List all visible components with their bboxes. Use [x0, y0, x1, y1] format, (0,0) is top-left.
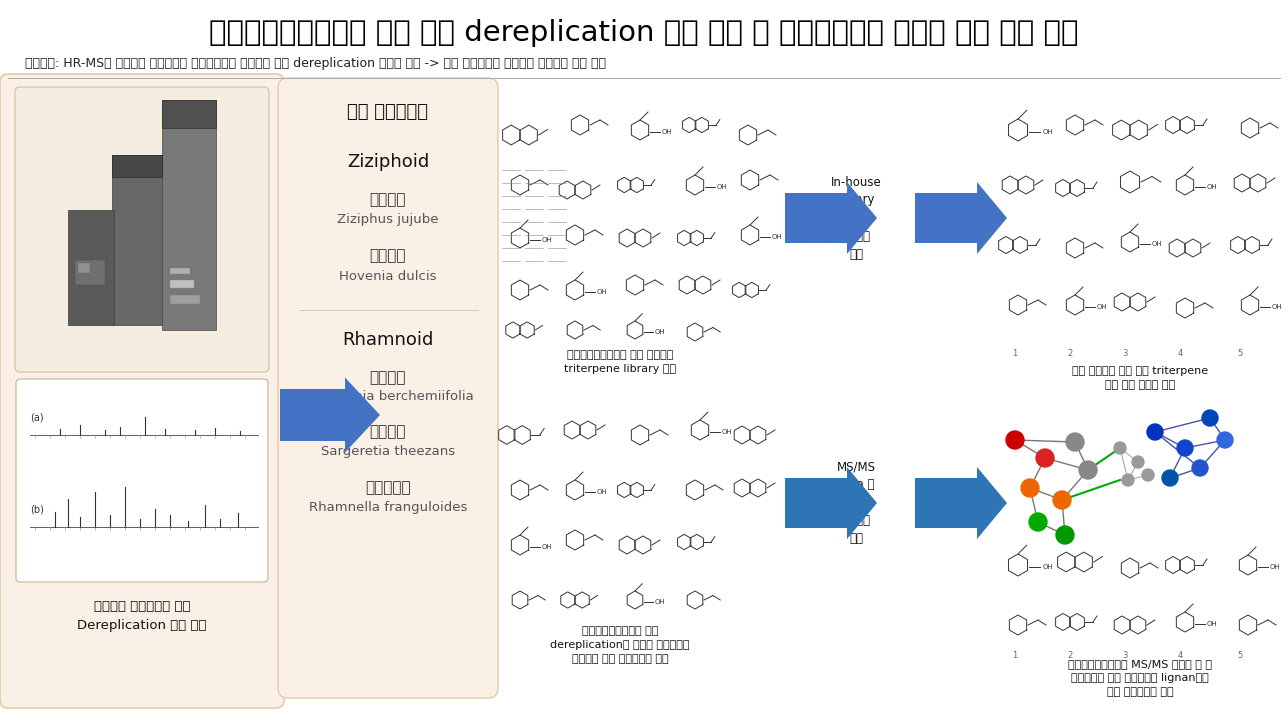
Text: OH: OH [1042, 565, 1052, 570]
Text: OH: OH [654, 329, 666, 335]
Text: OH: OH [717, 184, 728, 190]
Circle shape [1142, 469, 1154, 481]
Text: 2: 2 [1068, 650, 1073, 660]
FancyBboxPatch shape [15, 87, 269, 372]
Text: Hovenia dulcis: Hovenia dulcis [339, 270, 437, 283]
Text: MS/MS
data 및
분자
네트워크
적용: MS/MS data 및 분자 네트워크 적용 [836, 461, 876, 546]
Bar [79, 263, 90, 273]
Circle shape [1054, 491, 1072, 509]
Bar [112, 155, 162, 177]
Text: OH: OH [542, 544, 553, 550]
FancyArrow shape [784, 182, 877, 254]
Text: 고해상도질량분석기 기반 대추나무
triterpene library 구축: 고해상도질량분석기 기반 대추나무 triterpene library 구축 [564, 350, 676, 374]
Text: OH: OH [1151, 241, 1163, 247]
Circle shape [1029, 513, 1047, 531]
Circle shape [1079, 461, 1097, 479]
Text: 고해상도질량분석기 기반 첨단 dereplication 기법 확립 및 유망자원식물 탐색을 위한 적용 연구: 고해상도질량분석기 기반 첨단 dereplication 기법 확립 및 유망… [209, 19, 1079, 47]
Text: Berchemia berchemiifolia: Berchemia berchemiifolia [303, 391, 474, 404]
Text: 망개나무: 망개나무 [370, 371, 406, 386]
Circle shape [1191, 460, 1208, 476]
Bar [170, 295, 200, 304]
Text: OH: OH [1097, 304, 1108, 310]
Text: Ziziphoid: Ziziphoid [346, 153, 429, 171]
Text: 연구목표: HR-MS를 활용하여 자생식물의 이차대사체를 밝혀내는 첨단 dereplication 기법의 확립 -> 자생 갈매나무과 식물들을 대상으: 연구목표: HR-MS를 활용하여 자생식물의 이차대사체를 밝혀내는 첨단 d… [24, 56, 605, 69]
Bar [75, 260, 106, 285]
Text: 까마귀베개: 까마귀베개 [366, 480, 411, 495]
Text: Ziziphus jujube: Ziziphus jujube [337, 213, 439, 226]
Text: OH: OH [598, 489, 608, 495]
Circle shape [1122, 474, 1133, 486]
Text: 상동나무: 상동나무 [370, 425, 406, 440]
Text: 5: 5 [1238, 348, 1243, 358]
FancyArrow shape [914, 467, 1007, 539]
Text: In-house
library
활용
헛개나무
연구: In-house library 활용 헛개나무 연구 [831, 175, 881, 260]
Bar [162, 100, 216, 330]
Text: OH: OH [598, 289, 608, 295]
Text: OH: OH [1273, 304, 1283, 310]
Text: OH: OH [723, 429, 733, 435]
Bar [68, 210, 115, 325]
Circle shape [1066, 433, 1084, 451]
Text: Rhamnoid: Rhamnoid [343, 331, 434, 349]
Text: 자생 갈매나무과
식물에 적용: 자생 갈매나무과 식물에 적용 [295, 404, 341, 427]
Circle shape [1021, 479, 1039, 497]
Circle shape [1217, 432, 1233, 448]
Text: 4: 4 [1177, 650, 1182, 660]
Text: OH: OH [654, 599, 666, 605]
FancyArrow shape [784, 467, 877, 539]
Text: 고해상도 질량분석기 기반
Dereplication 기법 확립: 고해상도 질량분석기 기반 Dereplication 기법 확립 [77, 600, 207, 632]
Circle shape [1177, 440, 1193, 456]
Text: (a): (a) [30, 413, 44, 423]
Text: Rhamnella franguloides: Rhamnella franguloides [309, 502, 468, 515]
Bar [162, 100, 216, 128]
Circle shape [1162, 470, 1179, 486]
Text: OH: OH [1270, 564, 1280, 570]
Text: OH: OH [662, 129, 672, 135]
Text: OH: OH [772, 234, 783, 240]
Text: 4: 4 [1177, 348, 1182, 358]
Text: 3: 3 [1122, 650, 1128, 660]
Text: 5: 5 [1238, 650, 1243, 660]
FancyBboxPatch shape [15, 379, 268, 582]
Text: 대추나무: 대추나무 [370, 193, 406, 208]
FancyArrow shape [279, 378, 380, 453]
Text: 2: 2 [1068, 348, 1073, 358]
Circle shape [1148, 424, 1163, 440]
Bar [170, 280, 194, 288]
Text: 고해상도질량분석기 기반
dereplication을 활용한 망개나무의
색소성분 특이 이자대사체 확보: 고해상도질량분석기 기반 dereplication을 활용한 망개나무의 색소… [550, 626, 690, 664]
Bar [112, 155, 162, 325]
Text: Sargeretia theezans: Sargeretia theezans [321, 445, 455, 458]
Text: 자생 갈매나무과: 자생 갈매나무과 [348, 103, 429, 121]
Bar [170, 268, 191, 274]
FancyBboxPatch shape [0, 74, 283, 708]
Circle shape [1114, 442, 1126, 454]
Text: 1: 1 [1012, 650, 1018, 660]
Circle shape [1132, 456, 1144, 468]
Text: 1: 1 [1012, 348, 1018, 358]
Text: OH: OH [542, 237, 553, 243]
Circle shape [1036, 449, 1054, 467]
FancyArrow shape [914, 182, 1007, 254]
FancyBboxPatch shape [278, 78, 498, 698]
Text: OH: OH [1042, 129, 1052, 136]
Text: 기존 보고되지 않은 신규 triterpene
계열 이자 대사체 확보: 기존 보고되지 않은 신규 triterpene 계열 이자 대사체 확보 [1072, 366, 1208, 390]
Circle shape [1006, 431, 1024, 449]
Text: 헛개나무: 헛개나무 [370, 249, 406, 263]
Text: OH: OH [1207, 184, 1217, 190]
Text: OH: OH [1207, 621, 1217, 627]
Circle shape [1056, 526, 1074, 544]
Text: 3: 3 [1122, 348, 1128, 358]
Text: (b): (b) [30, 505, 44, 515]
Text: 고해상도질량분석기 MS/MS 데이터 및 분
자네트워크 활용 상동나무의 lignan계열
특이 이차대사체 확보: 고해상도질량분석기 MS/MS 데이터 및 분 자네트워크 활용 상동나무의 l… [1068, 659, 1212, 697]
Circle shape [1202, 410, 1218, 426]
